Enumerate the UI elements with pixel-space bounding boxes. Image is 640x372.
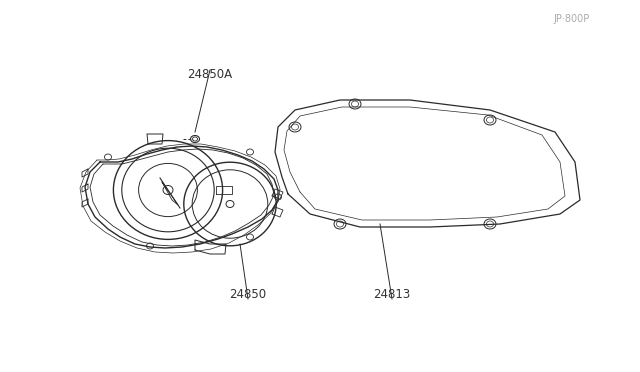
Text: 24850A: 24850A: [188, 68, 232, 81]
Text: 24850: 24850: [229, 288, 267, 301]
Text: 24813: 24813: [373, 288, 411, 301]
Text: JP·800P: JP·800P: [554, 14, 590, 24]
